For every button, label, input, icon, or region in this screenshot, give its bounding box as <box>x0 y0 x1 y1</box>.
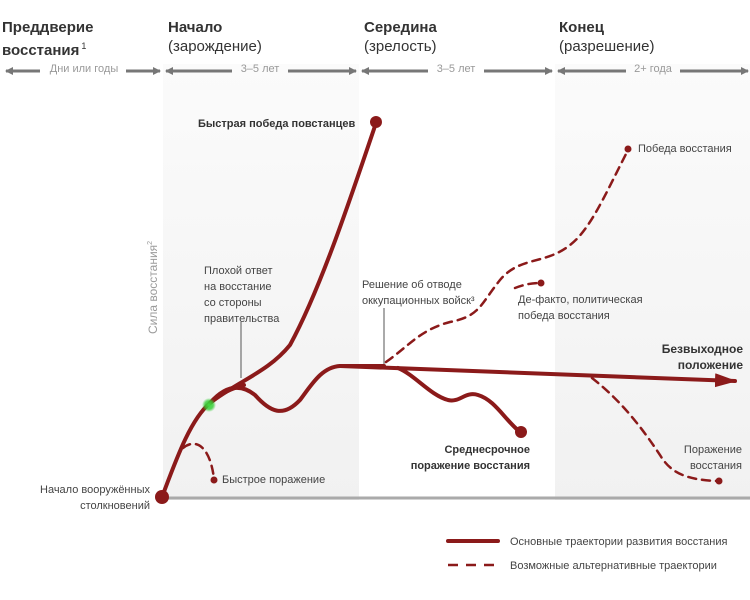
footnote-2: 2 <box>147 240 154 245</box>
duration-pre: Дни или годы <box>49 63 119 75</box>
stage-name: Преддверие <box>2 19 94 36</box>
stage-name: Конец <box>559 19 604 36</box>
trajectory-mid-defeat <box>396 366 522 434</box>
trajectory-stalemate <box>338 364 737 388</box>
label-bad-response: Плохой ответ на восстание со стороны пра… <box>204 265 280 325</box>
stage-header-middle: Середина (зрелость) <box>364 18 437 56</box>
defeat-dot <box>715 477 723 485</box>
start-dot <box>155 490 169 504</box>
mid-defeat-dot <box>515 426 527 438</box>
stage-sub: (зрелость) <box>364 38 437 55</box>
stage-bg-end <box>555 64 750 500</box>
label-withdrawal: Решение об отводе оккупационных войск³ <box>362 279 475 307</box>
stage-sub: (разрешение) <box>559 38 655 55</box>
label-defeat: Поражение восстания <box>683 444 742 472</box>
stage-sub: (зарождение) <box>168 38 262 55</box>
duration-middle: 3–5 лет <box>436 63 476 75</box>
trajectory-main-wave <box>208 364 386 413</box>
y-axis-label: Сила восстания2 <box>146 240 160 334</box>
footnote-1: 1 <box>81 41 87 51</box>
duration-end: 2+ года <box>634 63 672 75</box>
label-stalemate: Безвыходное положение <box>661 342 743 372</box>
victory-dot <box>624 145 632 153</box>
stage-name: Середина <box>364 19 437 36</box>
label-mid-defeat: Среднесрочное поражение восстания <box>410 444 530 472</box>
label-start: Начало вооружённых столкновений <box>40 484 150 512</box>
trajectory-quick-win <box>208 121 378 405</box>
alt-quick-defeat <box>181 442 216 481</box>
stage-name: Начало <box>168 19 223 36</box>
legend-solid-label: Основные траектории развития восстания <box>510 536 728 548</box>
legend-dashed-label: Возможные альтернативные траектории <box>510 560 717 572</box>
label-quick-defeat: Быстрое поражение <box>222 474 326 486</box>
highlight-marker <box>202 398 216 412</box>
stage-header-end: Конец (разрешение) <box>559 18 654 56</box>
label-de-facto: Де-факто, политическая победа восстания <box>518 294 643 322</box>
label-quick-win: Быстрая победа повстанцев <box>198 118 356 130</box>
quick-win-dot <box>370 116 382 128</box>
stage-bg-beginning <box>163 64 359 500</box>
stage-sub: восстания <box>2 42 80 59</box>
quick-defeat-dot <box>210 476 218 484</box>
stage-header-pre: Преддверие восстания 1 <box>2 18 93 60</box>
alt-defeat <box>590 376 720 483</box>
de-facto-dot <box>537 279 545 287</box>
alt-de-facto <box>513 281 543 290</box>
duration-beginning: 3–5 лет <box>240 63 280 75</box>
label-victory: Победа восстания <box>638 143 732 155</box>
stage-header-beginning: Начало (зарождение) <box>168 18 262 56</box>
endpoints <box>155 116 723 504</box>
alt-victory <box>384 148 630 364</box>
